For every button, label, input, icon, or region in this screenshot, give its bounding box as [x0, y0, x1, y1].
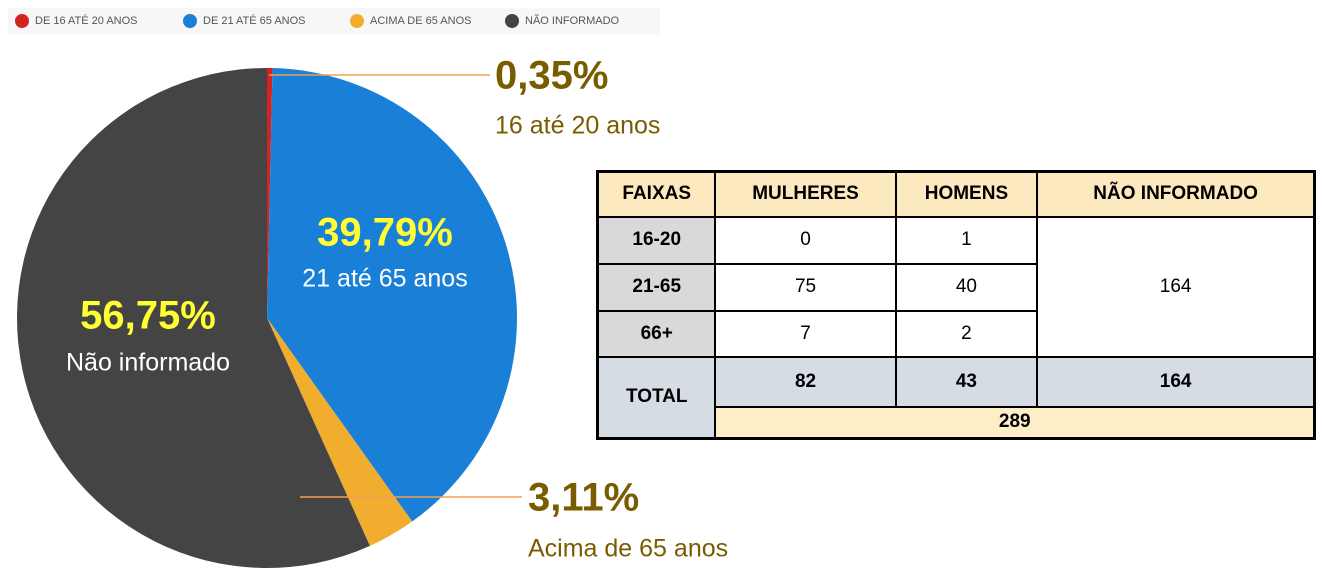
pie-slice	[267, 68, 273, 318]
slice-label: 21 até 65 anos	[302, 265, 467, 293]
total-cell: 43	[894, 355, 1039, 408]
slice-value-label: 3,11%	[528, 476, 639, 520]
legend-swatch	[15, 14, 29, 28]
legend-label: DE 16 ATÉ 20 ANOS	[35, 14, 138, 27]
legend-swatch	[183, 14, 197, 28]
header-cell: MULHERES	[714, 170, 897, 218]
data-table: FAIXAS MULHERES HOMENS NÃO INFORMADO 16-…	[596, 170, 1316, 440]
total-cell: 82	[714, 355, 897, 408]
row-label: 66+	[596, 309, 717, 358]
cell: 2	[894, 309, 1039, 358]
pie-slice	[267, 68, 518, 522]
slice-label: 16 até 20 anos	[495, 112, 660, 140]
cell: 7	[714, 309, 897, 358]
header-cell: NÃO INFORMADO	[1036, 170, 1316, 218]
cell: 40	[894, 262, 1039, 312]
total-label: TOTAL	[596, 355, 717, 440]
pie-slice	[267, 318, 413, 546]
total-cell: 164	[1036, 355, 1316, 408]
legend-swatch	[505, 14, 519, 28]
cell: 1	[894, 215, 1039, 265]
row-label: 16-20	[596, 215, 717, 265]
header-cell: HOMENS	[894, 170, 1039, 218]
legend-swatch	[350, 14, 364, 28]
legend-background	[8, 8, 660, 34]
grand-total: 289	[714, 405, 1316, 440]
slice-label: Acima de 65 anos	[528, 535, 728, 563]
legend-label: DE 21 ATÉ 65 ANOS	[203, 14, 306, 27]
header-cell: FAIXAS	[596, 170, 717, 218]
cell: 164	[1036, 215, 1316, 358]
cell: 0	[714, 215, 897, 265]
row-label: 21-65	[596, 262, 717, 312]
slice-value-label: 39,79%	[317, 211, 453, 255]
legend-label: NÃO INFORMADO	[525, 14, 620, 27]
pie-slice	[17, 68, 370, 568]
cell: 75	[714, 262, 897, 312]
slice-label: Não informado	[66, 349, 230, 377]
legend-label: ACIMA DE 65 ANOS	[370, 15, 471, 27]
slice-value-label: 0,35%	[495, 54, 608, 98]
slice-value-label: 56,75%	[80, 294, 216, 338]
